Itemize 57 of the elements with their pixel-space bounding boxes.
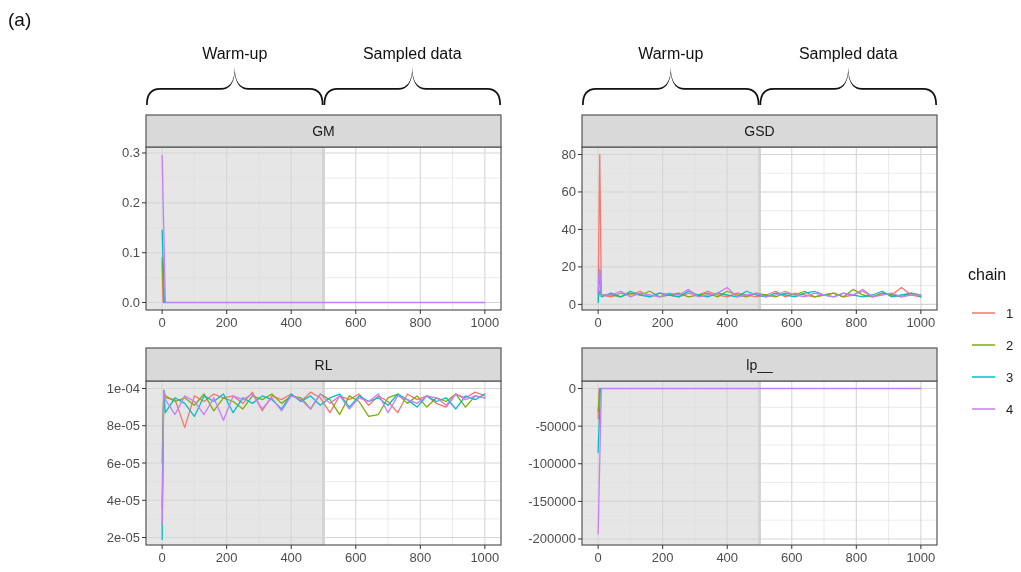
- text: Sampled data: [362, 45, 462, 62]
- x-tick-label: 0: [594, 315, 602, 330]
- x-tick-label: 1000: [906, 550, 936, 565]
- x-tick-label: 400: [280, 550, 303, 565]
- x-tick-label: 200: [651, 315, 674, 330]
- x-tick-label: 800: [409, 550, 432, 565]
- text: Warm-up: [638, 45, 704, 62]
- y-tick-label: -100000: [528, 456, 576, 472]
- y-tick-label: 1e-04: [106, 380, 140, 396]
- text: Sampled data: [798, 45, 898, 62]
- legend-title: chain: [968, 266, 1007, 283]
- x-tick-label: 600: [344, 315, 367, 330]
- x-tick-label: 200: [215, 315, 238, 330]
- x-tick-label: 1000: [470, 550, 500, 565]
- legend-label: 3: [1006, 370, 1014, 385]
- x-tick-label: 0: [594, 550, 602, 565]
- y-tick-label: 0.1: [121, 245, 140, 261]
- legend-label: 2: [1006, 338, 1014, 353]
- x-tick-label: 400: [280, 315, 303, 330]
- x-tick-label: 1000: [470, 315, 500, 330]
- x-tick-label: 600: [780, 315, 803, 330]
- x-tick-label: 800: [845, 550, 868, 565]
- y-tick-label: -200000: [528, 531, 576, 547]
- y-tick-label: 6e-05: [106, 455, 140, 471]
- y-tick-label: 20: [561, 259, 576, 275]
- x-tick-label: 400: [716, 315, 739, 330]
- y-tick-label: 40: [561, 221, 576, 237]
- chart-title: lp__: [746, 356, 773, 373]
- x-tick-label: 0: [158, 315, 166, 330]
- y-tick-label: 60: [561, 184, 576, 200]
- y-tick-label: 0: [568, 381, 576, 397]
- y-tick-label: 0.3: [121, 145, 140, 161]
- x-tick-label: 400: [716, 550, 739, 565]
- chart-title: GSD: [744, 123, 775, 139]
- text: Warm-up: [202, 45, 268, 62]
- x-tick-label: 600: [780, 550, 803, 565]
- legend-label: 4: [1006, 402, 1014, 417]
- y-tick-label: 0.2: [121, 195, 140, 211]
- x-tick-label: 1000: [906, 315, 936, 330]
- x-tick-label: 200: [651, 550, 674, 565]
- y-tick-label: 4e-05: [106, 492, 140, 508]
- text: (a): [8, 9, 32, 30]
- y-tick-label: 80: [561, 146, 576, 162]
- x-tick-label: 200: [215, 550, 238, 565]
- y-tick-label: 0.0: [121, 295, 140, 311]
- y-tick-label: 2e-05: [106, 530, 140, 546]
- chart-title: GM: [312, 123, 335, 139]
- chart-title: RL: [314, 356, 333, 373]
- y-tick-label: -50000: [535, 418, 576, 434]
- x-tick-label: 800: [409, 315, 432, 330]
- y-tick-label: 0: [568, 296, 576, 312]
- y-tick-label: -150000: [528, 493, 576, 509]
- x-tick-label: 0: [158, 550, 166, 565]
- x-tick-label: 600: [344, 550, 367, 565]
- y-tick-label: 8e-05: [106, 418, 140, 434]
- x-tick-label: 800: [845, 315, 868, 330]
- legend-label: 1: [1006, 306, 1014, 321]
